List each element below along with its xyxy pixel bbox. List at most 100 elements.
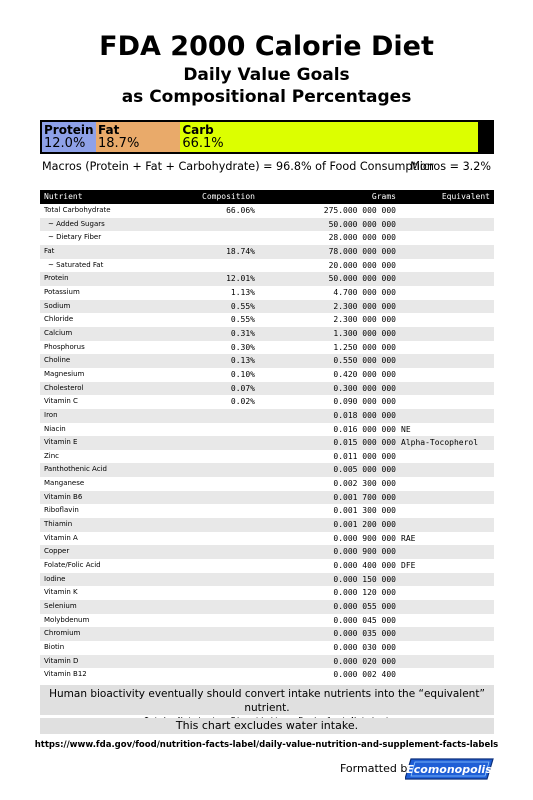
cell-grams: 0.300 000 000 [333, 383, 396, 393]
cell-composition: 0.10% [230, 369, 255, 379]
cell-nutrient: Fat [44, 246, 55, 255]
table-row: Magnesium 0.10% 0.420 000 000 [40, 368, 494, 382]
cell-grams: 0.090 000 000 [333, 397, 396, 407]
cell-composition: 66.06% [226, 206, 255, 215]
table-row: Fat 18.74% 78.000 000 000 [40, 244, 494, 259]
table-row: Vitamin A 0.000 900 000 RAE [40, 532, 494, 546]
cell-nutrient: Vitamin C [44, 397, 78, 406]
cell-nutrient: Vitamin B6 [44, 492, 83, 501]
table-row: Calcium 0.31% 1.300 000 000 [40, 326, 494, 341]
cell-nutrient: Thiamin [44, 520, 73, 529]
cell-grams: 0.000 030 000 [333, 643, 396, 652]
cell-nutrient: Iodine [44, 574, 66, 583]
cell-nutrient: Selenium [44, 602, 77, 611]
page-subtitle-line2: as Compositional Percentages [121, 87, 412, 107]
cell-composition: 18.74% [226, 246, 255, 256]
cell-nutrient: Panthothenic Acid [44, 465, 107, 474]
cell-nutrient: Manganese [44, 479, 85, 488]
cell-composition: 0.55% [230, 301, 255, 311]
cell-grams: 0.011 000 000 [333, 451, 396, 461]
water-note: This chart excludes water intake. [40, 718, 494, 734]
header-nutrient: Nutrient [44, 192, 83, 201]
ecomonopolis-logo: Ecomonopolis [405, 758, 494, 780]
cell-grams: 0.000 150 000 [333, 574, 396, 584]
cell-grams: 0.002 300 000 [333, 479, 396, 489]
cell-equivalent: NE [401, 424, 411, 434]
cell-nutrient: Calcium [44, 328, 73, 337]
cell-equivalent: DFE [401, 561, 416, 571]
table-row: Molybdenum 0.000 045 000 [40, 614, 494, 628]
cell-nutrient: Potassium [44, 287, 80, 296]
cell-grams: 28.000 000 000 [328, 233, 396, 243]
macro-segment-carb: Carb 66.1% [180, 122, 478, 152]
table-row: Vitamin E 0.015 000 000 Alpha-Tocopherol [40, 436, 494, 450]
cell-grams: 0.015 000 000 [333, 438, 396, 448]
cell-grams: 4.700 000 000 [333, 287, 396, 297]
table-body: Total Carbohydrate 66.06% 275.000 000 000 ~… [40, 204, 494, 682]
formatted-by-label: Formatted by [340, 762, 414, 775]
cell-nutrient: Protein [44, 274, 69, 283]
page-title: FDA 2000 Calorie Diet [99, 31, 434, 62]
cell-grams: 0.001 200 000 [333, 520, 396, 530]
bioactivity-note: Human bioactivity eventually should conv… [49, 688, 485, 714]
header-grams: Grams [371, 192, 396, 201]
table-row: Protein 12.01% 50.000 000 000 [40, 272, 494, 286]
cell-equivalent: RAE [401, 533, 416, 543]
macro-segment-percent: 18.7% [98, 136, 140, 151]
cell-grams: 0.000 055 000 [333, 602, 396, 612]
cell-grams: 0.000 900 000 [333, 533, 396, 543]
cell-nutrient: Chloride [44, 315, 74, 324]
cell-grams: 1.250 000 000 [333, 342, 396, 352]
source-link[interactable]: https://www.fda.gov/food/nutrition-facts… [34, 740, 499, 750]
macro-segment-label: Carb [182, 123, 214, 137]
cell-grams: 0.000 045 000 [333, 615, 396, 625]
macro-segment-percent: 12.0% [44, 136, 86, 151]
table-row: Choline 0.13% 0.550 000 000 [40, 354, 494, 368]
table-row: Potassium 1.13% 4.700 000 000 [40, 286, 494, 300]
cell-nutrient: Total Carbohydrate [44, 206, 111, 214]
micro-summary: Micros = 3.2% [410, 160, 491, 173]
cell-grams: 0.000 020 000 [333, 656, 396, 666]
cell-composition: 12.01% [226, 274, 255, 284]
cell-grams: 0.000 120 000 [333, 588, 396, 598]
cell-grams: 0.001 700 000 [333, 492, 396, 502]
cell-nutrient: Biotin [44, 643, 65, 651]
cell-composition: 1.13% [230, 287, 255, 297]
cell-nutrient: Copper [44, 547, 70, 556]
header-composition: Composition [202, 192, 255, 201]
cell-grams: 0.000 002 400 [333, 670, 396, 680]
cell-nutrient: Choline [44, 356, 71, 365]
table-row: Phosphorus 0.30% 1.250 000 000 [40, 341, 494, 355]
table-row: Vitamin B12 0.000 002 400 [40, 668, 494, 682]
cell-grams: 0.000 035 000 [333, 629, 396, 639]
table-row: Selenium 0.000 055 000 [40, 600, 494, 614]
cell-grams: 2.300 000 000 [333, 301, 396, 311]
cell-composition: 0.55% [230, 315, 255, 325]
cell-grams: 0.016 000 000 [333, 424, 396, 434]
cell-nutrient: ~ Dietary Fiber [48, 233, 102, 242]
cell-grams: 1.300 000 000 [333, 328, 396, 338]
macro-segment-fat: Fat 18.7% [96, 122, 181, 152]
macro-segment-label: Fat [98, 123, 120, 137]
cell-nutrient: ~ Saturated Fat [48, 260, 104, 269]
cell-composition: 0.30% [230, 342, 255, 352]
bioactivity-note-box: Human bioactivity eventually should conv… [40, 685, 494, 725]
cell-nutrient: ~ Added Sugars [48, 219, 105, 228]
cell-nutrient: Phosphorus [44, 342, 85, 351]
table-row: Vitamin K 0.000 120 000 [40, 586, 494, 600]
table-row: Niacin 0.016 000 000 NE [40, 423, 494, 437]
cell-equivalent: Alpha-Tocopherol [401, 438, 479, 448]
table-row: Chromium 0.000 035 000 [40, 627, 494, 641]
cell-composition: 0.02% [230, 397, 255, 407]
cell-grams: 50.000 000 000 [328, 274, 396, 284]
cell-nutrient: Magnesium [44, 369, 85, 378]
cell-nutrient: Sodium [44, 301, 71, 310]
cell-grams: 0.550 000 000 [333, 356, 396, 366]
macro-summary: Macros (Protein + Fat + Carbohydrate) = … [42, 160, 434, 173]
cell-grams: 275.000 000 000 [323, 206, 396, 215]
cell-composition: 0.07% [230, 383, 255, 393]
cell-composition: 0.13% [230, 356, 255, 366]
cell-grams: 20.000 000 000 [328, 260, 396, 270]
cell-grams: 0.018 000 000 [333, 410, 396, 420]
table-header: Nutrient Composition Grams Equivalent [40, 190, 494, 204]
